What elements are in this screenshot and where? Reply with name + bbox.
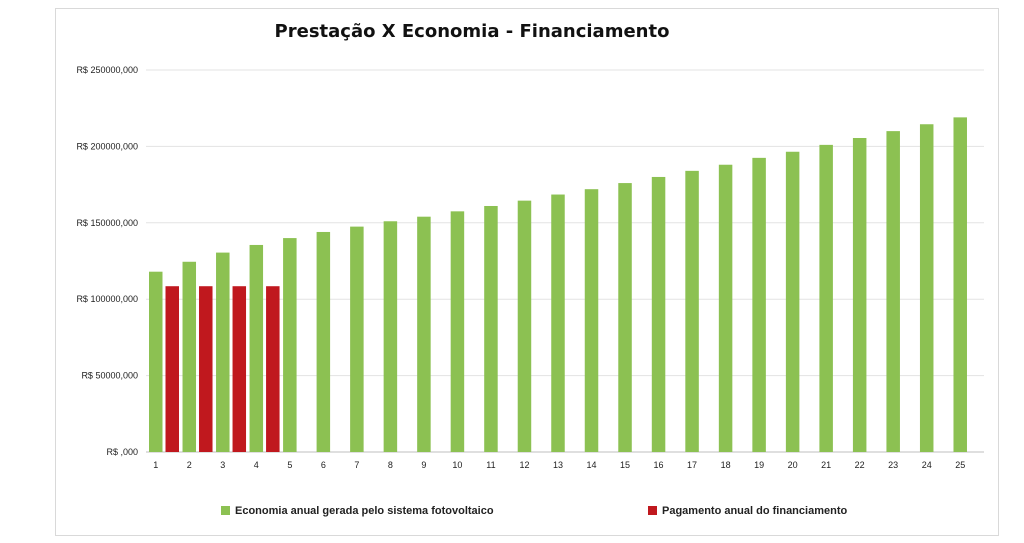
x-tick-label: 3 [220, 460, 225, 470]
bar-economia [450, 211, 465, 452]
bar-economia [182, 261, 197, 452]
x-tick-label: 24 [922, 460, 932, 470]
bar-pagamento [232, 286, 247, 452]
y-axis-ticks: R$ ,000 R$ 50000,000 R$ 100000,000 R$ 15000… [76, 65, 138, 457]
y-tick-label: R$ 150000,000 [76, 218, 138, 228]
bar-economia [752, 157, 766, 453]
x-tick-label: 23 [888, 460, 898, 470]
x-tick-label: 4 [254, 460, 259, 470]
x-tick-label: 6 [321, 460, 326, 470]
x-tick-label: 5 [287, 460, 292, 470]
x-tick-label: 9 [421, 460, 426, 470]
legend-label-pagamento: Pagamento anual do financiamento [662, 505, 847, 517]
bar-pagamento [165, 286, 179, 452]
x-tick-label: 13 [553, 460, 563, 470]
x-tick-label: 22 [855, 460, 865, 470]
legend: Economia anual gerada pelo sistema fotov… [221, 505, 847, 517]
bar-economia [350, 226, 364, 452]
legend-label-economia: Economia anual gerada pelo sistema fotov… [235, 505, 494, 517]
chart-frame: Prestação X Economia - Financiamento R$ … [55, 8, 999, 536]
x-tick-label: 11 [486, 460, 495, 470]
bar-chart: Prestação X Economia - Financiamento R$ … [76, 21, 984, 517]
x-tick-label: 17 [687, 460, 697, 470]
bar-economia [149, 271, 163, 452]
x-tick-label: 7 [354, 460, 359, 470]
bar-economia [819, 144, 833, 452]
bar-economia [651, 176, 666, 452]
x-tick-label: 2 [187, 460, 192, 470]
bar-pagamento [199, 286, 213, 452]
bar-economia [919, 124, 934, 452]
y-tick-label: R$ 200000,000 [76, 141, 138, 151]
y-tick-label: R$ 250000,000 [76, 65, 138, 75]
bar-economia [249, 244, 264, 452]
bar-economia [417, 216, 431, 452]
legend-swatch-pagamento [648, 506, 657, 515]
bar-economia [551, 194, 565, 453]
x-tick-label: 10 [452, 460, 462, 470]
bar-pagamento [266, 286, 280, 452]
bar-economia [718, 164, 733, 452]
x-tick-label: 8 [388, 460, 393, 470]
bar-economia [283, 238, 297, 452]
bar-economia [584, 189, 599, 452]
x-tick-label: 14 [587, 460, 597, 470]
x-tick-label: 19 [754, 460, 764, 470]
x-tick-label: 15 [620, 460, 630, 470]
bar-economia [618, 183, 632, 452]
x-tick-label: 21 [821, 460, 831, 470]
bar-economia [953, 117, 967, 453]
y-tick-label: R$ 100000,000 [76, 294, 138, 304]
bar-economia [383, 221, 398, 452]
bar-economia [685, 170, 699, 452]
x-tick-label: 16 [654, 460, 664, 470]
bar-economia [517, 200, 532, 452]
x-tick-label: 20 [788, 460, 798, 470]
legend-swatch-economia [221, 506, 230, 515]
x-tick-label: 25 [955, 460, 965, 470]
x-tick-label: 18 [721, 460, 731, 470]
x-axis-ticks: 1 2 3 4 5 6 7 8 9 10 11 12 13 14 15 16 17 18 19 20 21 22 23 24 2… [153, 460, 965, 470]
x-tick-label: 1 [153, 460, 158, 470]
chart-title: Prestação X Economia - Financiamento [275, 21, 670, 42]
bar-economia [484, 205, 498, 452]
bar-economia [852, 137, 867, 452]
bar-economia [316, 231, 331, 452]
bar-economia [785, 151, 800, 453]
y-tick-label: R$ ,000 [106, 447, 138, 457]
x-tick-label: 12 [519, 460, 529, 470]
bars [149, 117, 967, 453]
bar-economia [216, 252, 230, 452]
y-tick-label: R$ 50000,000 [81, 371, 138, 381]
bar-economia [886, 131, 900, 452]
